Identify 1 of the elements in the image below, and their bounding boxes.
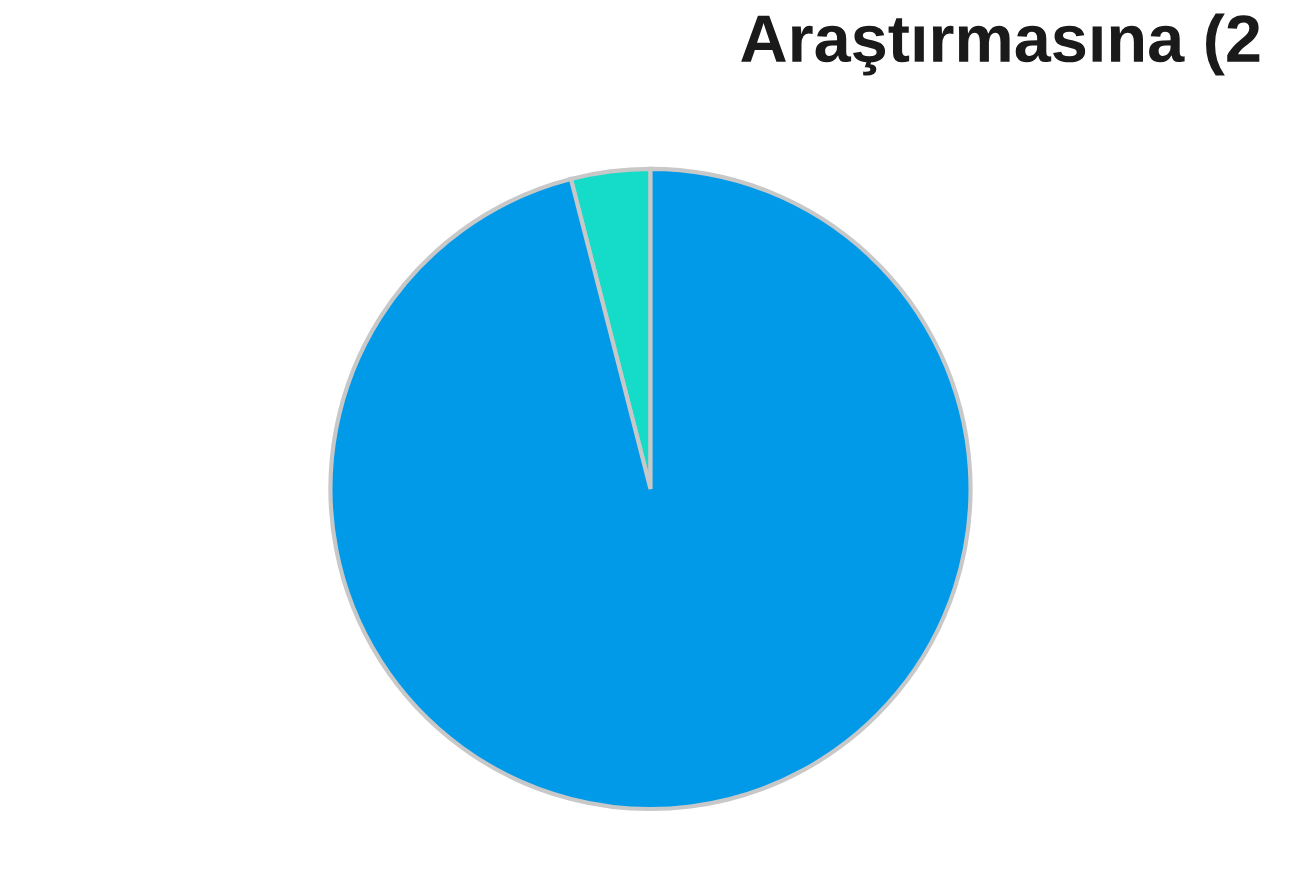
chart-title: Araştırmasına (2 xyxy=(741,13,1260,76)
